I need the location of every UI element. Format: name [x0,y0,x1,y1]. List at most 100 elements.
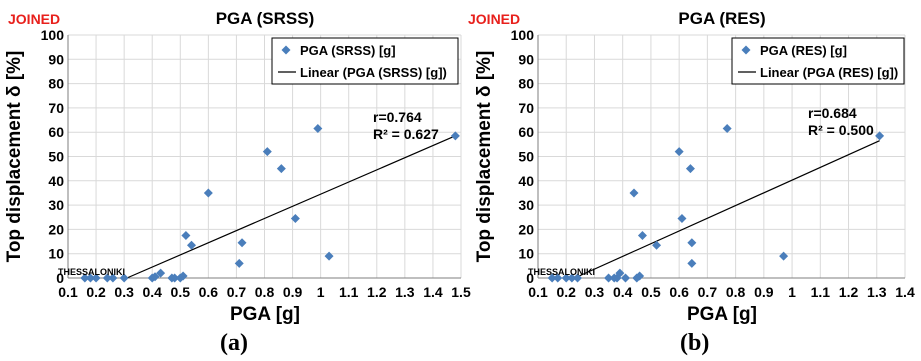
chart-title: PGA (RES) [678,9,765,28]
legend-entry-linear: Linear (PGA (RES) [g]) [760,65,898,80]
x-tick-label: 0.7 [227,284,247,300]
data-point [91,273,101,283]
y-tick-label: 80 [48,76,64,92]
y-axis-label: Top displacement δ [%] [474,51,495,263]
data-point [629,188,639,198]
legend-entry-data: PGA (SRSS) [g] [300,43,396,58]
legend: PGA (RES) [g] Linear (PGA (RES) [g]) [731,37,905,85]
x-tick-label: 1.2 [839,284,859,300]
x-tick-label: 0.9 [283,284,303,300]
y-tick-label: 30 [518,197,534,213]
y-tick-label: 20 [48,221,64,237]
legend-entry-linear: Linear (PGA (SRSS) [g]) [300,65,447,80]
y-tick-label: 0 [526,270,534,286]
joined-tag: JOINED [468,11,520,27]
data-point [604,273,614,283]
caption-b: (b) [680,330,710,356]
legend-box [731,37,905,85]
data-point [561,273,571,283]
y-tick-label: 10 [48,246,64,262]
x-tick-label: 1.4 [895,284,915,300]
legend-marker-diamond [281,45,291,55]
x-tick-label: 0.5 [171,284,191,300]
x-tick-label: 0.8 [726,284,746,300]
data-point [102,273,112,283]
chart-title: PGA (SRSS) [216,9,315,28]
x-tick-label: 0.8 [255,284,275,300]
data-point [635,271,645,281]
x-tick-label: 1.5 [451,284,471,300]
y-tick-label: 40 [518,173,534,189]
y-tick-label: 60 [48,124,64,140]
legend-marker-diamond [741,45,751,55]
x-tick-label: 0.4 [613,284,633,300]
stats-r: r=0.764 [373,109,422,125]
data-point [85,273,95,283]
data-point [637,230,647,240]
x-tick-label: 1 [788,284,796,300]
data-point [170,273,180,283]
data-point [547,273,557,283]
x-tick-label: 0.5 [641,284,661,300]
data-point [119,273,129,283]
y-tick-label: 90 [48,51,64,67]
data-point [290,213,300,223]
data-point [80,273,90,283]
data-point [567,273,577,283]
y-tick-label: 100 [511,27,535,43]
x-tick-label: 0.6 [669,284,689,300]
x-tick-label: 1.1 [811,284,831,300]
legend-entry-data: PGA (RES) [g] [760,43,847,58]
x-tick-label: 1.1 [339,284,359,300]
x-tick-label: 1 [317,284,325,300]
chart-b: 0 10 20 30 40 50 60 70 80 90 100 0.1 0.2 0.3 0.4 0.5 0.6… [468,9,915,325]
data-point [276,164,286,174]
data-point [450,131,460,141]
x-tick-label: 1.3 [867,284,887,300]
data-point [156,268,166,278]
data-point [674,147,684,157]
x-tick-label: 0.2 [86,284,106,300]
data-point [203,188,213,198]
data-point [313,124,323,134]
x-axis-label: PGA [g] [230,304,300,325]
y-tick-label: 80 [518,76,534,92]
x-tick-label: 1.3 [395,284,415,300]
city-label: THESSALONIKI [528,267,595,277]
data-point [677,213,687,223]
y-tick-label: 60 [518,124,534,140]
data-point [234,258,244,268]
data-point [181,230,191,240]
data-point [875,131,885,141]
trendline [574,140,880,279]
x-tick-label: 1.2 [367,284,387,300]
y-axis-label: Top displacement δ [%] [4,51,25,263]
data-point [615,268,625,278]
data-point [108,273,118,283]
x-tick-label: 0.3 [114,284,134,300]
x-tick-label: 0.4 [142,284,162,300]
trendline [126,135,456,279]
y-tick-label: 100 [41,27,65,43]
y-tick-label: 70 [518,100,534,116]
chart-a: 0 10 20 30 40 50 60 70 80 90 100 0.1 0.2 0.3 0.4 0.5 0.6… [4,9,471,325]
data-point [652,240,662,250]
joined-tag: JOINED [8,11,60,27]
y-tick-label: 30 [48,197,64,213]
y-tick-label: 90 [518,51,534,67]
data-point [685,164,695,174]
y-tick-label: 40 [48,173,64,189]
data-point [324,251,334,261]
y-tick-label: 0 [56,270,64,286]
legend-box [271,37,459,85]
stats-r2: R² = 0.500 [808,122,874,138]
data-point [779,251,789,261]
data-point [687,258,697,268]
y-tick-label: 20 [518,221,534,237]
data-point [621,273,631,283]
x-tick-label: 0.2 [556,284,576,300]
x-tick-label: 0.6 [199,284,219,300]
x-tick-label: 0.3 [585,284,605,300]
data-point [237,238,247,248]
